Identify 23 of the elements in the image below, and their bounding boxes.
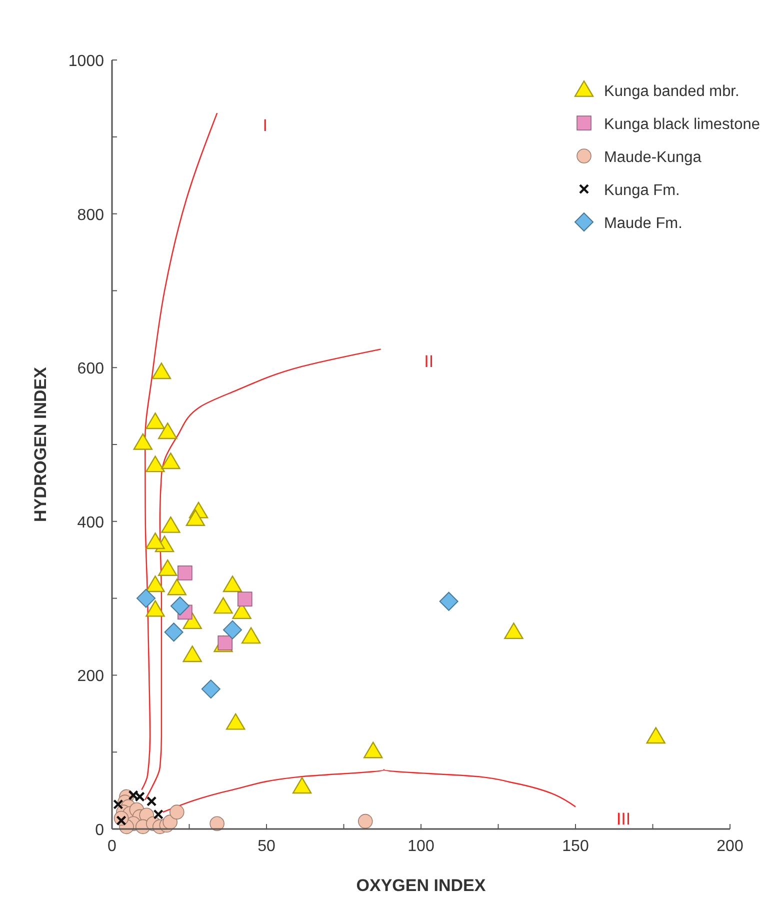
legend-label: Kunga Fm.: [604, 182, 680, 199]
x-tick-label: 50: [258, 838, 276, 855]
text: II: [424, 352, 434, 372]
y-tick-label: 1000: [68, 53, 104, 70]
y-tick-label: 200: [77, 668, 104, 686]
legend-label: Kunga banded mbr.: [604, 83, 740, 100]
legend-label: Maude Fm.: [604, 215, 682, 232]
legend-label: Kunga black limestone: [604, 116, 760, 133]
line-series: [162, 769, 576, 813]
x-tick-label: 0: [108, 838, 117, 855]
text: III: [616, 810, 631, 829]
legend-label: Maude-Kunga: [604, 149, 702, 166]
line-series: [144, 348, 382, 800]
y-tick-label: 0: [95, 822, 104, 839]
y-axis-title: HYDROGEN INDEX: [31, 366, 50, 522]
x-tick-label: 100: [408, 838, 434, 855]
y-tick-label: 600: [77, 360, 104, 378]
text: I: [262, 116, 268, 136]
x-tick-label: 200: [716, 838, 744, 855]
y-tick-label: 800: [77, 206, 104, 224]
x-axis-title: OXYGEN INDEX: [356, 876, 486, 895]
y-tick-label: 400: [77, 514, 104, 532]
x-tick-label: 150: [562, 838, 589, 855]
